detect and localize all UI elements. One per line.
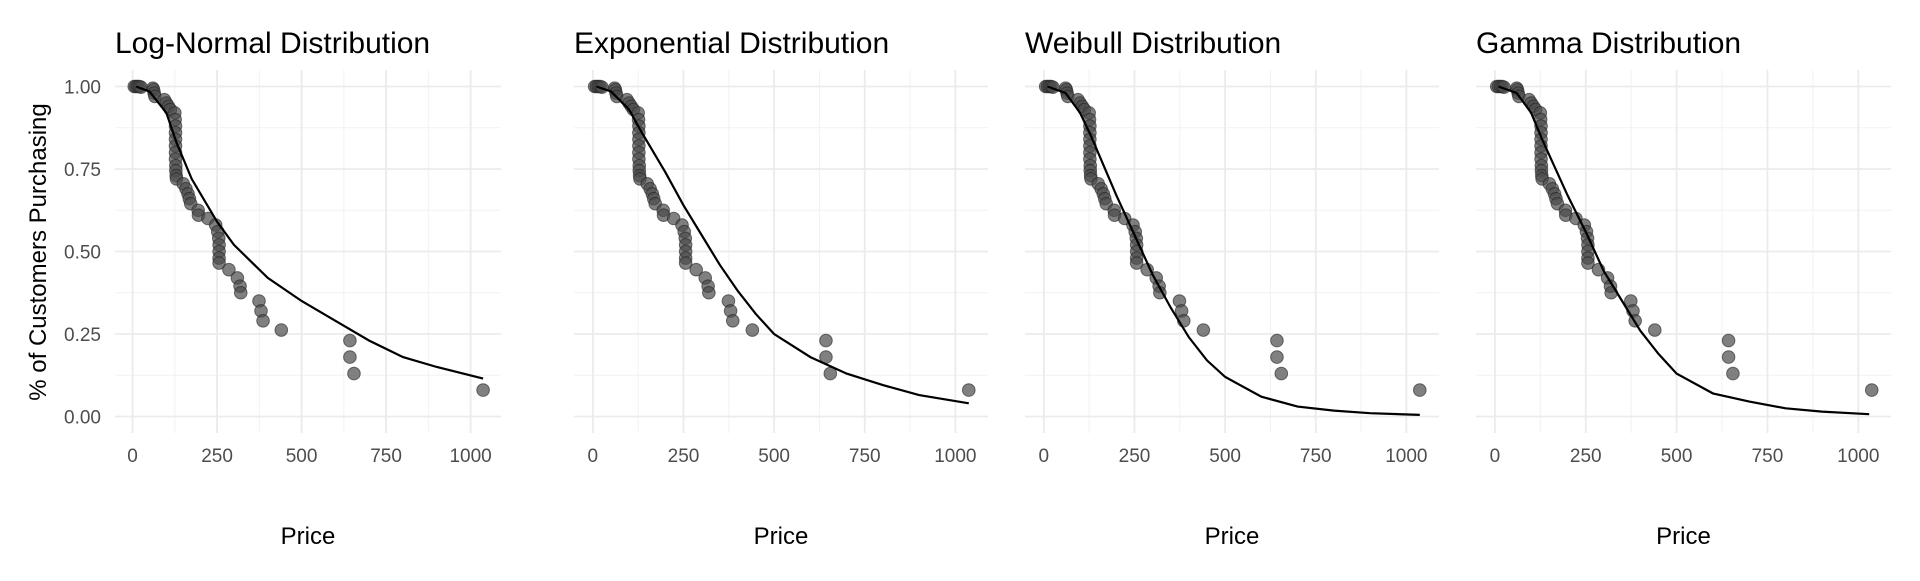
x-tick-label: 0 xyxy=(588,446,599,467)
x-tick-label: 250 xyxy=(201,446,233,467)
data-point xyxy=(1270,350,1284,364)
data-point xyxy=(819,333,833,348)
x-tick-label: 1000 xyxy=(1385,446,1427,467)
x-tick-label: 0 xyxy=(1490,446,1501,467)
x-tick-label: 1000 xyxy=(1837,446,1879,467)
y-tick-label: 0.00 xyxy=(64,408,101,429)
data-point xyxy=(1270,333,1284,348)
x-axis-title: Price xyxy=(1205,523,1260,550)
data-point xyxy=(347,366,361,381)
data-point xyxy=(233,285,248,300)
y-tick-label: 0.25 xyxy=(64,325,101,346)
x-tick-label: 0 xyxy=(127,446,138,467)
data-point xyxy=(1721,350,1736,364)
panel-title: Exponential Distribution xyxy=(574,27,889,60)
y-tick-label: 0.50 xyxy=(64,243,101,264)
x-tick-label: 750 xyxy=(1300,446,1332,467)
data-point xyxy=(1647,323,1662,337)
x-tick-label: 500 xyxy=(286,446,318,467)
x-tick-label: 750 xyxy=(370,446,402,467)
x-tick-label: 1000 xyxy=(449,446,491,467)
y-axis-title: % of Customers Purchasing xyxy=(25,103,52,400)
x-tick-label: 0 xyxy=(1039,446,1050,467)
x-tick-label: 250 xyxy=(668,446,700,467)
x-tick-label: 250 xyxy=(1119,446,1151,467)
data-point xyxy=(1129,256,1144,270)
data-point xyxy=(725,314,740,328)
fitted-curve xyxy=(1047,85,1420,416)
x-axis-title: Price xyxy=(281,523,336,550)
fitted-curve xyxy=(596,85,969,405)
data-point xyxy=(961,383,976,397)
x-tick-label: 500 xyxy=(1661,446,1693,467)
data-point xyxy=(1721,333,1736,348)
panel-title: Weibull Distribution xyxy=(1025,27,1281,60)
fitted-curve xyxy=(1498,85,1870,416)
data-point xyxy=(1196,323,1211,337)
x-tick-label: 1000 xyxy=(934,446,976,467)
data-point xyxy=(343,333,357,348)
data-point xyxy=(256,314,270,328)
data-point xyxy=(702,285,716,300)
data-point xyxy=(1726,366,1740,381)
x-tick-label: 250 xyxy=(1570,446,1602,467)
data-point xyxy=(1274,366,1289,381)
data-point xyxy=(689,262,703,277)
y-tick-label: 0.75 xyxy=(64,160,101,181)
data-point xyxy=(476,383,490,397)
data-point xyxy=(343,350,357,364)
fitted-curve xyxy=(135,85,484,380)
x-tick-label: 750 xyxy=(1752,446,1784,467)
data-point xyxy=(1412,383,1427,397)
data-point xyxy=(222,262,236,277)
data-point xyxy=(1581,256,1595,270)
x-axis-title: Price xyxy=(754,523,809,550)
data-point xyxy=(1864,383,1879,397)
data-point xyxy=(678,256,693,270)
x-axis-title: Price xyxy=(1656,523,1711,550)
panel-title: Gamma Distribution xyxy=(1476,27,1741,60)
x-tick-label: 500 xyxy=(758,446,790,467)
x-tick-label: 750 xyxy=(849,446,881,467)
data-point xyxy=(745,323,760,337)
panel-title: Log-Normal Distribution xyxy=(115,27,430,60)
data-point xyxy=(212,256,226,270)
y-tick-label: 1.00 xyxy=(64,78,101,99)
x-tick-label: 500 xyxy=(1209,446,1241,467)
data-point xyxy=(274,323,289,337)
